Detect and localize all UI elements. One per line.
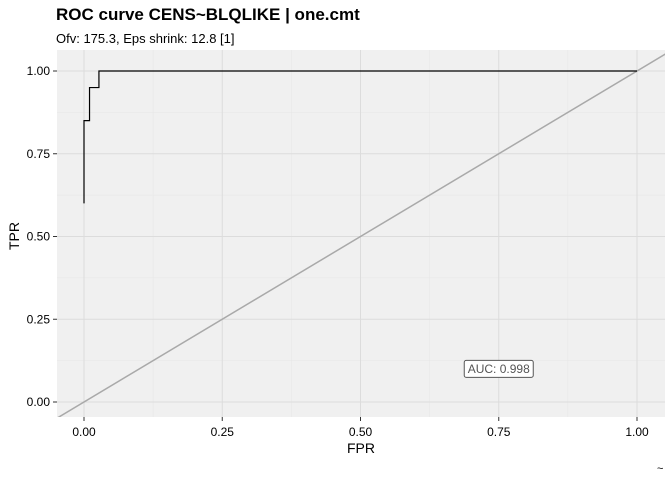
x-tick-label: 0.25 <box>211 425 235 439</box>
x-tick-label: 0.50 <box>349 425 373 439</box>
x-axis-label: FPR <box>347 440 375 456</box>
caption: ~ <box>657 463 663 475</box>
auc-label-box <box>463 359 534 378</box>
chart-subtitle: Ofv: 175.3, Eps shrink: 12.8 [1] <box>56 31 234 46</box>
y-tick-label: 0.00 <box>27 395 51 409</box>
auc-label: AUC: 0.998 <box>468 362 530 376</box>
x-tick-label: 0.75 <box>487 425 511 439</box>
chart-title: ROC curve CENS~BLQLIKE | one.cmt <box>56 5 360 24</box>
y-tick-label: 0.25 <box>27 312 51 326</box>
x-tick-label: 0.00 <box>72 425 96 439</box>
y-tick-label: 0.50 <box>27 230 51 244</box>
roc-curve-line <box>83 70 637 204</box>
y-tick-label: 0.75 <box>27 147 51 161</box>
auc-annotation: AUC: 0.998 <box>463 359 534 378</box>
reference-diagonal-line <box>57 53 665 417</box>
y-tick-label: 1.00 <box>27 64 51 78</box>
y-axis-label: TPR <box>6 222 22 250</box>
x-tick-label: 1.00 <box>625 425 649 439</box>
